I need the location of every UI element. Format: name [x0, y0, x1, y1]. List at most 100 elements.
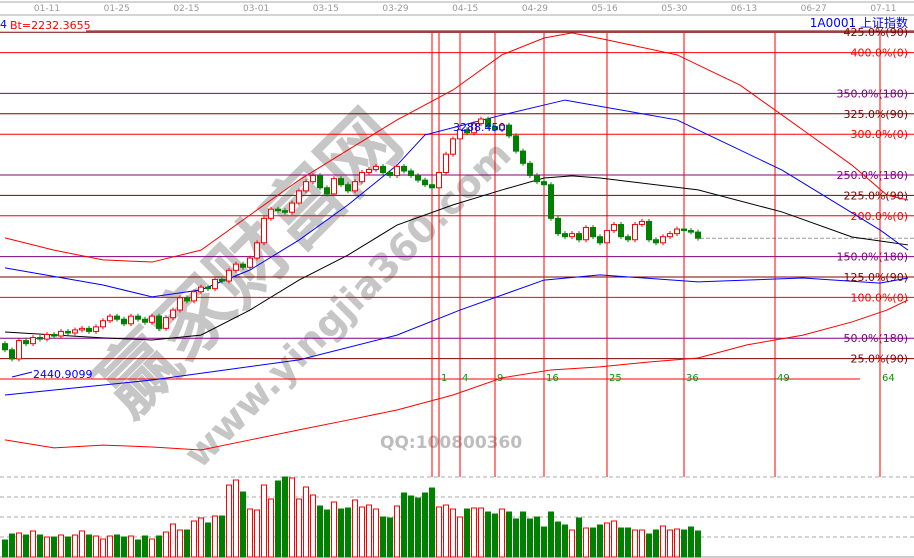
- candle-body: [611, 223, 617, 232]
- volume-bar: [569, 529, 575, 558]
- candle-body: [380, 165, 386, 174]
- candle-body: [632, 223, 638, 241]
- annotations: 2440.9099 3288.450: [11, 121, 506, 381]
- volume-bar: [660, 525, 666, 558]
- candle: [394, 163, 400, 179]
- candle: [618, 222, 624, 240]
- date-tick: 03-01: [243, 4, 269, 14]
- volume-bar: [212, 515, 218, 558]
- candle: [492, 124, 498, 133]
- candle-body: [254, 242, 260, 259]
- candle: [212, 277, 218, 292]
- candle: [576, 231, 582, 243]
- candle-body: [149, 315, 155, 323]
- candle-body: [79, 327, 85, 331]
- level-label: 25.0%(90): [850, 353, 908, 366]
- volume-bar: [548, 511, 554, 558]
- volume-bar: [135, 539, 141, 558]
- volume-bar: [401, 492, 407, 558]
- time-line-label: 4: [462, 373, 468, 384]
- ma-black-line: [4, 175, 909, 341]
- watermark-qq: QQ:100800360: [380, 433, 522, 453]
- volume-bar: [37, 534, 43, 558]
- candle: [282, 208, 288, 215]
- volume-bar: [275, 480, 281, 558]
- volume-bar: [191, 520, 197, 558]
- volume-bar: [226, 484, 232, 558]
- candle: [58, 328, 64, 339]
- candle: [289, 200, 295, 215]
- candle: [667, 231, 673, 240]
- candle: [9, 347, 15, 362]
- candle-body: [261, 217, 267, 244]
- volume-bar: [282, 476, 288, 558]
- date-tick: 03-15: [313, 4, 339, 14]
- volume-bar: [366, 504, 372, 558]
- candle: [86, 325, 92, 334]
- candle-body: [170, 309, 176, 319]
- date-tick: 06-13: [731, 4, 757, 14]
- candle-body: [191, 291, 197, 302]
- candle-body: [247, 257, 253, 268]
- symbol-label: 1A0001 上证指数: [810, 15, 908, 30]
- candle: [387, 170, 393, 179]
- candle-body: [394, 165, 400, 177]
- volume-bar: [674, 528, 680, 558]
- volume-bar: [65, 536, 71, 558]
- volume-bar: [72, 534, 78, 558]
- candle: [317, 173, 323, 191]
- candle-body: [240, 263, 246, 268]
- volume-bar: [625, 527, 631, 558]
- candle: [16, 338, 22, 362]
- candle-body: [86, 327, 92, 332]
- candle-body: [198, 286, 204, 293]
- volume-bar: [688, 526, 694, 558]
- candle: [450, 136, 456, 157]
- volume-bar: [513, 518, 519, 558]
- candle: [513, 133, 519, 154]
- volume-bar: [541, 526, 547, 558]
- volume-bar: [457, 516, 463, 558]
- volume-bar: [51, 536, 57, 558]
- volume-bar: [331, 501, 337, 558]
- volume-bar: [142, 535, 148, 558]
- date-axis: 01-11 01-25 02-15 03-01 03-15 03-29 04-15 04-29…: [0, 1, 914, 16]
- volume-bar: [93, 535, 99, 558]
- date-tick: 01-25: [104, 4, 130, 14]
- header-prefix: 4: [0, 18, 7, 31]
- candle-body: [653, 239, 659, 244]
- candle: [44, 332, 50, 342]
- candle: [590, 225, 596, 240]
- candle-body: [30, 337, 36, 345]
- volume-bar: [338, 508, 344, 558]
- candle: [660, 234, 666, 246]
- candle-body: [226, 269, 232, 282]
- level-label: 150.0%(180): [836, 251, 908, 264]
- candle: [534, 173, 540, 185]
- candle-body: [93, 326, 99, 332]
- candle: [240, 261, 246, 270]
- volume-bar: [632, 529, 638, 558]
- volume-bar: [289, 477, 295, 558]
- volume-bar: [205, 522, 211, 558]
- candle-body: [639, 220, 645, 225]
- candle-body: [492, 126, 498, 131]
- volume-bar: [219, 515, 225, 558]
- volume-bar: [485, 511, 491, 558]
- candle-body: [37, 337, 43, 340]
- candle: [681, 226, 687, 234]
- volume-bar: [492, 513, 498, 558]
- candle-body: [205, 286, 211, 290]
- candle: [184, 295, 190, 304]
- candle: [226, 267, 232, 284]
- blue-lower-line: [4, 274, 909, 396]
- candle-body: [576, 233, 582, 241]
- volume-bar: [653, 529, 659, 558]
- candle: [359, 170, 365, 185]
- volume-bar: [597, 524, 603, 558]
- candle-body: [646, 220, 652, 241]
- candle-body: [233, 263, 239, 271]
- candle: [646, 218, 652, 243]
- level-label: 250.0%(180): [836, 169, 908, 182]
